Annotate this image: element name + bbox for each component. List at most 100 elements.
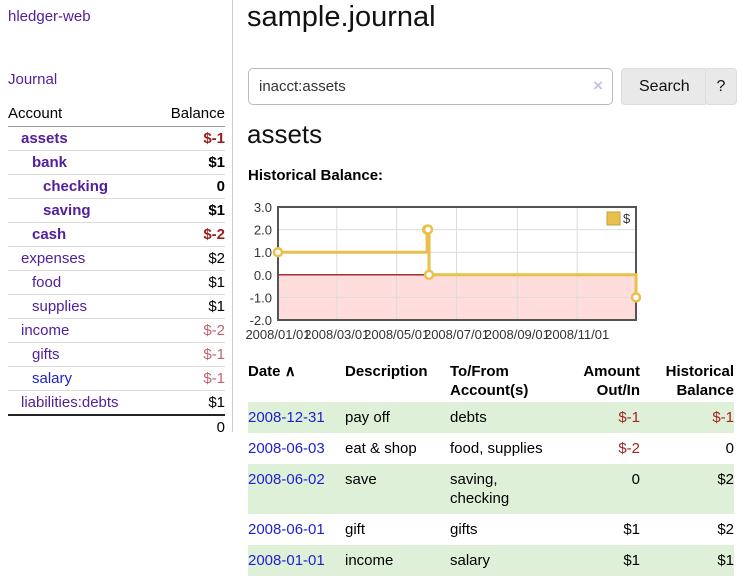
x-axis-tick: 2008/03/01 bbox=[304, 327, 369, 342]
search-button[interactable]: Search bbox=[621, 68, 708, 105]
sidebar-account-row: expenses $2 bbox=[8, 247, 225, 271]
transaction-description: eat & shop bbox=[345, 440, 417, 457]
search-input[interactable] bbox=[248, 68, 613, 105]
sidebar-account-row: assets $-1 bbox=[8, 127, 225, 151]
transaction-date-link[interactable]: 2008-01-01 bbox=[248, 552, 325, 569]
legend-label: $ bbox=[623, 211, 631, 226]
x-axis-tick: 2008/05/01 bbox=[364, 327, 429, 342]
transaction-historical-balance: $2 bbox=[717, 471, 734, 488]
sidebar-account-row: supplies $1 bbox=[8, 295, 225, 319]
transaction-historical-balance: 0 bbox=[725, 440, 734, 457]
sidebar-account-row: bank $1 bbox=[8, 151, 225, 175]
sidebar-divider bbox=[232, 0, 233, 432]
account-link[interactable]: bank bbox=[32, 154, 68, 171]
historical-column-header: Historical Balance bbox=[665, 363, 734, 399]
transaction-row: 2008-12-31 pay off debts $-1 $-1 bbox=[248, 402, 734, 433]
sidebar-account-row: checking 0 bbox=[8, 175, 225, 199]
date-column-header[interactable]: Date ∧ bbox=[248, 362, 345, 381]
account-link[interactable]: assets bbox=[21, 130, 68, 147]
sidebar-account-row: food $1 bbox=[8, 271, 225, 295]
transaction-accounts: gifts bbox=[450, 521, 478, 538]
sidebar-account-row: cash $-2 bbox=[8, 223, 225, 247]
sidebar-account-row: salary $-1 bbox=[8, 367, 225, 391]
x-axis-tick: 2008/09/01 bbox=[485, 327, 550, 342]
description-column-header: Description bbox=[345, 363, 428, 380]
transaction-date: 2008-06-02 bbox=[248, 464, 345, 495]
transaction-accounts: debts bbox=[450, 409, 487, 426]
transaction-description: pay off bbox=[345, 409, 390, 426]
sidebar-total-row: 0 bbox=[8, 414, 225, 439]
account-heading: assets bbox=[247, 119, 323, 149]
account-link[interactable]: gifts bbox=[32, 346, 60, 363]
account-column-header: Account bbox=[8, 105, 63, 122]
account-link[interactable]: checking bbox=[43, 178, 109, 195]
transaction-amount: $1 bbox=[623, 552, 640, 569]
account-link[interactable]: saving bbox=[43, 202, 91, 219]
transaction-date-link[interactable]: 2008-06-03 bbox=[248, 440, 325, 457]
account-balance: $1 bbox=[208, 394, 225, 411]
transaction-historical-balance: $1 bbox=[717, 552, 734, 569]
transaction-date: 2008-12-31 bbox=[248, 402, 345, 433]
y-axis-tick: 0.0 bbox=[254, 268, 272, 283]
register-table: Date ∧ Description To/From Account(s) Am… bbox=[248, 362, 734, 576]
transaction-accounts: salary bbox=[450, 552, 491, 569]
y-axis-tick: 3.0 bbox=[254, 202, 272, 215]
register-rows: 2008-12-31 pay off debts $-1 $-1 2008-06-03 ea… bbox=[248, 402, 734, 576]
account-balance: $-1 bbox=[203, 346, 225, 363]
sidebar-account-row: gifts $-1 bbox=[8, 343, 225, 367]
account-balance: $1 bbox=[208, 298, 225, 315]
transaction-row: 2008-06-02 save saving, checking 0 $2 bbox=[248, 464, 734, 514]
y-axis-tick: 1.0 bbox=[254, 245, 272, 260]
transaction-amount: 0 bbox=[631, 471, 640, 488]
transaction-amount: $1 bbox=[623, 521, 640, 538]
account-balance: $1 bbox=[208, 154, 225, 171]
transaction-accounts: food, supplies bbox=[450, 440, 543, 457]
account-balance: $1 bbox=[208, 202, 225, 219]
transaction-row: 2008-06-03 eat & shop food, supplies $-2 0 bbox=[248, 433, 734, 464]
transaction-row: 2008-06-01 gift gifts $1 $2 bbox=[248, 514, 734, 545]
transaction-amount: $-2 bbox=[618, 440, 640, 457]
account-link[interactable]: liabilities:debts bbox=[21, 394, 119, 411]
transaction-historical-balance: $-1 bbox=[712, 409, 734, 426]
amount-column-header: Amount Out/In bbox=[583, 363, 640, 399]
y-axis-tick: 2.0 bbox=[254, 223, 272, 238]
transaction-date-link[interactable]: 2008-12-31 bbox=[248, 409, 325, 426]
sidebar-item-journal[interactable]: Journal bbox=[8, 71, 58, 88]
transaction-row: 2008-01-01 income salary $1 $1 bbox=[248, 545, 734, 576]
chart-legend: $ bbox=[606, 211, 631, 226]
account-link[interactable]: salary bbox=[32, 370, 73, 387]
legend-swatch bbox=[606, 211, 621, 226]
page-title: sample.journal bbox=[247, 1, 436, 33]
transaction-description: income bbox=[345, 552, 394, 569]
account-link[interactable]: cash bbox=[32, 226, 67, 243]
y-axis-tick: -1.0 bbox=[250, 290, 272, 305]
transaction-date-link[interactable]: 2008-06-02 bbox=[248, 471, 325, 488]
sidebar-account-row: liabilities:debts $1 bbox=[8, 391, 225, 414]
transaction-date: 2008-06-01 bbox=[248, 514, 345, 545]
account-link[interactable]: supplies bbox=[32, 298, 88, 315]
account-balance: $-1 bbox=[203, 370, 225, 387]
help-button[interactable]: ? bbox=[705, 68, 737, 105]
historical-balance-chart: 3.0 2.0 1.0 0.0 -1.0 -2.02008/01/012008/03/01… bbox=[245, 202, 642, 342]
account-link[interactable]: income bbox=[21, 322, 70, 339]
transaction-description: save bbox=[345, 471, 377, 488]
transaction-date-link[interactable]: 2008-06-01 bbox=[248, 521, 325, 538]
account-balance: $2 bbox=[208, 250, 225, 267]
account-balance: $-2 bbox=[203, 322, 225, 339]
transaction-description: gift bbox=[345, 521, 366, 538]
search-form: × bbox=[248, 68, 613, 105]
account-balance: $1 bbox=[208, 274, 225, 291]
sort-ascending-icon: ∧ bbox=[284, 363, 296, 380]
sidebar-total-balance: 0 bbox=[216, 419, 225, 436]
app-title-link[interactable]: hledger-web bbox=[8, 8, 91, 25]
account-link[interactable]: expenses bbox=[21, 250, 86, 267]
transaction-historical-balance: $2 bbox=[717, 521, 734, 538]
clear-search-icon[interactable]: × bbox=[593, 76, 603, 95]
balance-column-header: Balance bbox=[170, 105, 225, 122]
transaction-accounts: saving, checking bbox=[450, 471, 510, 507]
account-balance: 0 bbox=[216, 178, 225, 195]
sidebar-accounts-table: Account Balance assets $-1 bank $1 checking 0… bbox=[8, 102, 225, 439]
account-balance: $-2 bbox=[203, 226, 225, 243]
account-link[interactable]: food bbox=[32, 274, 62, 291]
x-axis-tick: 2008/07/01 bbox=[424, 327, 489, 342]
